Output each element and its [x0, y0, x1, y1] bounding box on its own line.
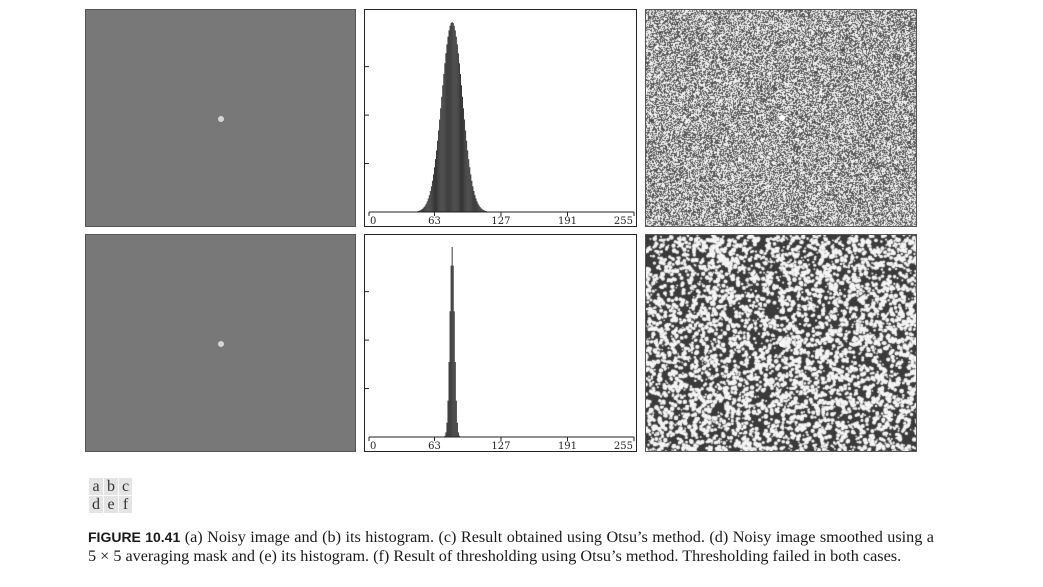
panel-label: b [103, 477, 119, 496]
panel-label: a [88, 477, 104, 496]
histogram-e-svg: 0 63 127 191 255 [365, 247, 635, 452]
x-tick-label: 255 [614, 216, 633, 227]
panel-label: c [117, 477, 134, 496]
panel-label: e [103, 495, 119, 514]
panel-a-noisy-image [85, 9, 356, 227]
panel-label: f [117, 495, 134, 514]
panel-e-histogram: 0 63 127 191 255 [364, 234, 637, 452]
panel-c-otsu-result [645, 9, 917, 227]
bright-spot [779, 115, 785, 121]
figure-number: FIGURE 10.41 [88, 529, 181, 545]
x-tick-label: 0 [370, 216, 376, 227]
x-tick-label: 0 [370, 441, 376, 452]
figure-caption: FIGURE 10.41 (a) Noisy image and (b) its… [88, 528, 934, 566]
x-tick-label: 127 [491, 441, 510, 452]
bright-spot [218, 116, 224, 122]
x-tick-label: 191 [558, 216, 577, 227]
histogram-b-svg: 0 63 127 191 255 [365, 22, 635, 227]
x-tick-label: 63 [428, 441, 441, 452]
panel-f-otsu-result [645, 234, 917, 452]
panel-label: d [88, 495, 104, 514]
panel-label-grid: a b c d e f [88, 477, 134, 514]
x-tick-label: 191 [558, 441, 577, 452]
caption-text: (a) Noisy image and (b) its histogram. (… [88, 528, 934, 565]
panel-b-histogram: 0 63 127 191 255 [364, 9, 637, 227]
x-tick-label: 255 [614, 441, 633, 452]
panel-d-smoothed-image [85, 234, 356, 452]
bright-spot [779, 341, 785, 347]
bright-spot [218, 341, 224, 347]
x-tick-label: 127 [491, 216, 510, 227]
x-tick-label: 63 [428, 216, 441, 227]
